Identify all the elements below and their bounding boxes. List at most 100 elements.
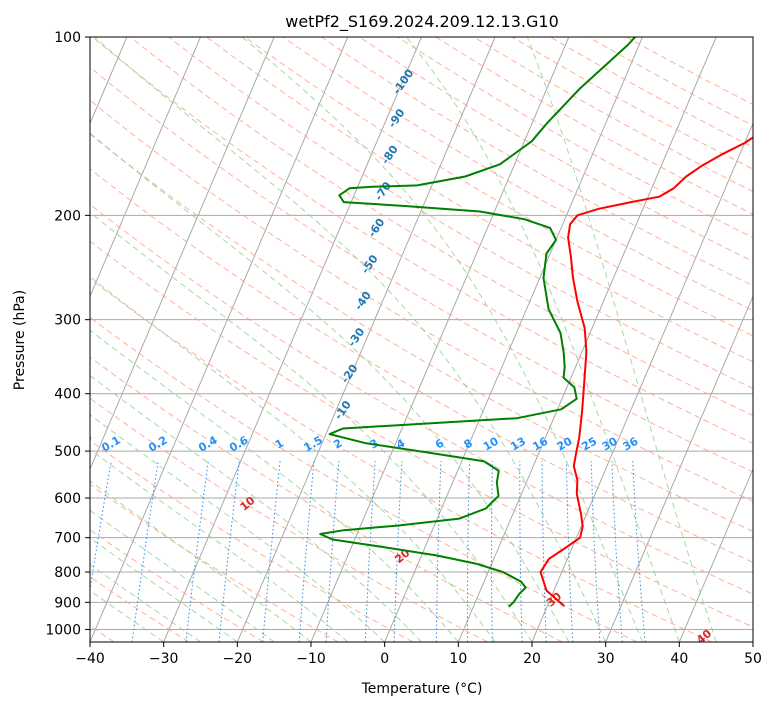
moist-adiabat-line	[406, 37, 680, 642]
y-tick-label: 600	[54, 491, 81, 507]
dry-adiabat-line	[168, 37, 753, 389]
x-axis-title: Temperature (°C)	[361, 681, 483, 697]
dry-adiabat-line	[90, 168, 753, 563]
mixing-ratio-line	[632, 461, 646, 642]
dry-adiabat-line	[130, 37, 753, 417]
moist-adiabat-line	[90, 448, 349, 642]
x-tick-label: −30	[149, 651, 179, 667]
x-tick-label: 30	[597, 651, 615, 667]
moist-adiabat-label: -90	[386, 106, 408, 130]
y-tick-label: 400	[54, 387, 81, 403]
isotherm-line	[605, 295, 753, 642]
x-tick-label: 20	[523, 651, 541, 667]
temperature-profile-line	[539, 136, 753, 607]
dry-adiabat-line	[90, 356, 563, 642]
dry-adiabat-line	[90, 529, 264, 642]
moist-adiabat-label: -70	[372, 179, 394, 203]
dry-adiabat-line	[90, 483, 339, 642]
dry-adiabat-line	[359, 37, 753, 262]
mixing-ratio-line	[262, 461, 281, 642]
x-tick-label: 50	[744, 651, 762, 667]
x-tick-label: 40	[670, 651, 688, 667]
moist-adiabat-label: -20	[339, 362, 361, 386]
isotherm-line	[457, 37, 717, 642]
isotherm-line	[90, 37, 275, 471]
mixing-ratio-line	[491, 461, 493, 642]
mixing-ratio-line	[364, 461, 376, 642]
y-tick-label: 300	[54, 313, 81, 329]
mixing-ratio-line	[90, 461, 112, 593]
moist-adiabat-line	[90, 132, 570, 642]
y-axis-title: Pressure (hPa)	[12, 290, 28, 390]
moist-adiabat-label: -60	[365, 216, 387, 240]
mixing-ratio-line	[435, 461, 442, 642]
moist-adiabat-label: -100	[390, 67, 417, 97]
mixing-ratio-label: 1	[273, 437, 286, 452]
x-tick-label: 0	[380, 651, 389, 667]
y-tick-label: 700	[54, 531, 81, 547]
dry-adiabat-line	[90, 133, 753, 533]
x-tick-label: 10	[449, 651, 467, 667]
moist-adiabat-label: -50	[359, 252, 381, 276]
moist-adiabat-line	[90, 414, 386, 642]
isotherm-line	[384, 37, 643, 642]
isotherm-line	[90, 37, 201, 298]
moist-adiabat-line	[526, 37, 717, 642]
profile-lines	[319, 37, 753, 608]
line-labels: 0.1 0.2 0.4 0.6 1 1.5 2 3 4 6 8 10 13 16 20 25 30 36-100-…	[80, 67, 714, 642]
mixing-ratio-label: 2	[331, 437, 344, 452]
y-tick-label: 900	[54, 595, 81, 611]
axes: −40 −30 −20 −10 0 10 20 30 40 5010020030040050060…	[45, 30, 762, 667]
dry-adiabat-line	[90, 99, 753, 502]
moist-adiabat-line	[241, 37, 643, 642]
y-tick-label: 800	[54, 565, 81, 581]
dry-adiabat-line	[244, 37, 753, 337]
dry-adiabat-line	[90, 66, 753, 473]
moist-adiabat-line	[90, 509, 275, 642]
dry-adiabat-line	[511, 37, 753, 170]
mixing-ratio-line	[298, 461, 315, 642]
moist-adiabat-line	[90, 329, 459, 642]
mixing-ratio-line	[131, 461, 159, 642]
moist-adiabat-line	[90, 276, 496, 642]
dry-adiabat-line	[90, 316, 638, 642]
x-tick-label: −40	[75, 651, 105, 667]
mixing-ratio-line	[325, 461, 340, 642]
isotherm-line	[163, 37, 422, 642]
moist-adiabat-label: -80	[379, 143, 401, 167]
isotherm-line	[90, 37, 349, 642]
moist-adiabat-label: -40	[352, 289, 374, 313]
moist-adiabat-line	[90, 537, 238, 642]
moist-adiabat-line	[90, 480, 312, 642]
isotherm-line	[236, 37, 496, 642]
dry-adiabat-label: 10	[238, 494, 258, 514]
mixing-ratio-line	[565, 461, 574, 642]
moist-adiabat-label: -10	[332, 398, 354, 422]
moist-adiabat-line	[90, 563, 201, 642]
y-tick-label: 200	[54, 208, 81, 224]
dewpoint-profile-line	[319, 37, 636, 608]
dry-adiabat-line	[435, 37, 753, 215]
y-tick-label: 1000	[45, 622, 81, 638]
mixing-ratio-line	[466, 461, 471, 642]
y-tick-label: 100	[54, 30, 81, 46]
chart-title: wetPf2_S169.2024.209.12.13.G10	[285, 12, 559, 32]
dry-adiabat-line	[90, 203, 753, 595]
dry-adiabat-line	[90, 576, 190, 642]
mixing-ratio-line	[541, 461, 547, 642]
dry-adiabat-line	[91, 37, 753, 445]
dry-adiabat-line	[90, 440, 414, 642]
mixing-ratio-line	[519, 461, 523, 642]
y-tick-label: 500	[54, 444, 81, 460]
dry-adiabat-line	[549, 37, 753, 148]
moist-adiabat-line	[90, 589, 164, 642]
x-tick-label: −20	[223, 651, 253, 667]
plot-frame	[89, 36, 754, 643]
dry-adiabat-label: 0	[80, 430, 94, 445]
moist-adiabat-line	[90, 211, 533, 642]
isotherm-line	[678, 467, 753, 642]
moist-adiabat-line	[94, 37, 607, 642]
dry-adiabat-line	[588, 37, 753, 127]
x-tick-label: −10	[296, 651, 326, 667]
